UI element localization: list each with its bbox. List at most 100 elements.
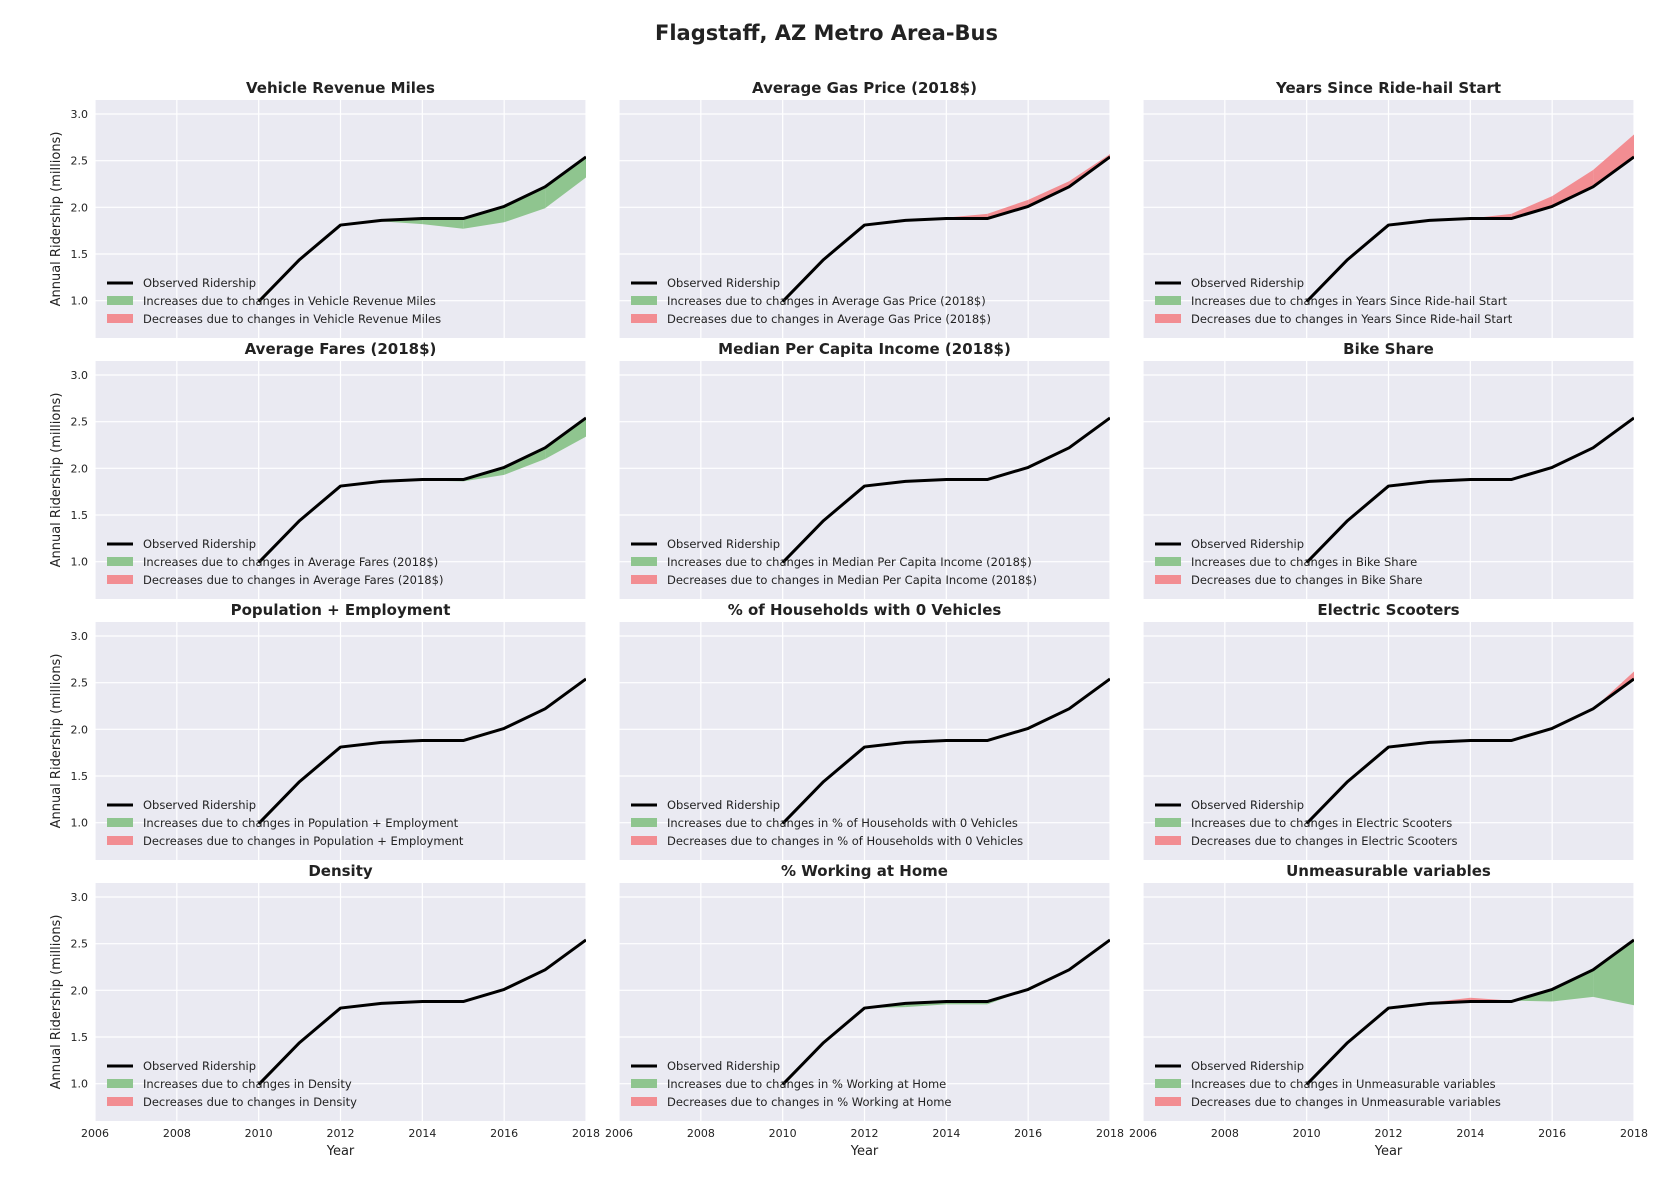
legend-observed-label: Observed Ridership	[143, 276, 256, 290]
y-tick-label: 1.0	[71, 817, 89, 830]
legend-increase-swatch	[631, 818, 657, 827]
panel-12: Unmeasurable variables 2006 2008 2010 2012 20…	[1129, 862, 1648, 1159]
legend-decrease-label: Decreases due to changes in Median Per C…	[667, 573, 1037, 587]
decrease-area	[1593, 134, 1634, 187]
x-axis-label: Year	[850, 1144, 879, 1159]
y-tick-label: 2.0	[71, 984, 89, 997]
increase-area	[463, 206, 505, 229]
legend-increase-swatch	[1155, 818, 1181, 827]
legend: Observed Ridership Increases due to chang…	[631, 798, 1023, 848]
y-tick-label: 2.0	[71, 201, 89, 214]
legend-increase-label: Increases due to changes in Years Since …	[1191, 294, 1507, 308]
legend-decrease-swatch	[1155, 314, 1181, 323]
legend-increase-label: Increases due to changes in Average Gas …	[667, 294, 986, 308]
legend-increase-label: Increases due to changes in Density	[143, 1077, 352, 1091]
legend-decrease-swatch	[1155, 575, 1181, 584]
legend-observed-label: Observed Ridership	[143, 537, 256, 551]
panel-title: % Working at Home	[781, 862, 948, 880]
y-axis-label: Annual Ridership (millions)	[49, 393, 64, 568]
legend-increase-swatch	[631, 296, 657, 305]
panel-title: Bike Share	[1343, 340, 1434, 358]
panel-7: Population + Employment 1.0 1.5 2.0 2.5 3.0 An…	[49, 601, 587, 860]
legend-increase-swatch	[107, 1079, 133, 1088]
increase-area	[1552, 969, 1594, 1002]
legend-increase-label: Increases due to changes in Population +…	[143, 816, 459, 830]
x-tick-label: 2006	[605, 1127, 633, 1140]
legend-decrease-label: Decreases due to changes in Average Fare…	[143, 573, 443, 587]
y-tick-label: 3.0	[71, 630, 89, 643]
legend: Observed Ridership Increases due to chang…	[107, 798, 464, 848]
y-tick-label: 3.0	[71, 891, 89, 904]
legend-increase-label: Increases due to changes in % of Househo…	[667, 816, 1018, 830]
panel-2: Average Gas Price (2018$) Observed Riders…	[618, 79, 1111, 338]
legend-observed-label: Observed Ridership	[667, 798, 780, 812]
y-tick-label: 1.0	[71, 556, 89, 569]
observed-ridership-line	[781, 677, 1110, 825]
legend: Observed Ridership Increases due to chang…	[631, 276, 991, 326]
panel-8: % of Households with 0 Vehicles Observed …	[618, 601, 1111, 860]
panel-5: Median Per Capita Income (2018$) Observed…	[618, 340, 1111, 599]
x-tick-label: 2006	[81, 1127, 109, 1140]
y-tick-label: 2.5	[71, 677, 89, 690]
legend-decrease-swatch	[1155, 1097, 1181, 1106]
legend-observed-label: Observed Ridership	[1191, 276, 1304, 290]
observed-ridership-line	[1305, 677, 1634, 825]
observed-ridership-line	[257, 677, 586, 825]
x-tick-label: 2006	[1129, 1127, 1157, 1140]
increase-area	[545, 417, 586, 459]
x-axis-label: Year	[326, 1144, 355, 1159]
x-tick-label: 2018	[1096, 1127, 1124, 1140]
legend: Observed Ridership Increases due to chang…	[1155, 798, 1457, 848]
legend-decrease-swatch	[107, 836, 133, 845]
y-tick-label: 2.0	[71, 723, 89, 736]
legend-decrease-label: Decreases due to changes in Electric Sco…	[1191, 834, 1457, 848]
legend-decrease-label: Decreases due to changes in Bike Share	[1191, 573, 1422, 587]
observed-ridership-line	[1305, 155, 1634, 303]
decrease-area	[987, 199, 1029, 219]
legend: Observed Ridership Increases due to chang…	[631, 1059, 952, 1109]
y-tick-label: 1.0	[71, 1078, 89, 1091]
panel-title: Years Since Ride-hail Start	[1275, 79, 1501, 97]
legend-increase-label: Increases due to changes in Average Fare…	[143, 555, 438, 569]
legend-increase-label: Increases due to changes in Bike Share	[1191, 555, 1417, 569]
y-tick-label: 3.0	[71, 108, 89, 121]
observed-ridership-line	[257, 938, 586, 1086]
legend-increase-swatch	[1155, 557, 1181, 566]
observed-ridership-line	[257, 155, 586, 303]
legend-decrease-swatch	[107, 314, 133, 323]
legend: Observed Ridership Increases due to chang…	[1155, 276, 1513, 326]
observed-ridership-line	[781, 155, 1110, 303]
x-axis-label: Year	[1374, 1144, 1403, 1159]
observed-ridership-line	[1305, 416, 1634, 564]
legend-decrease-label: Decreases due to changes in Years Since …	[1191, 312, 1513, 326]
legend-observed-label: Observed Ridership	[667, 537, 780, 551]
legend-increase-label: Increases due to changes in Median Per C…	[667, 555, 1032, 569]
panel-9: Electric Scooters Observed Ridership Incre…	[1142, 601, 1635, 860]
panel-6: Bike Share Observed Ridership Increases du…	[1142, 340, 1635, 599]
panel-title: Unmeasurable variables	[1286, 862, 1491, 880]
y-tick-label: 1.0	[71, 295, 89, 308]
panel-4: Average Fares (2018$) 1.0 1.5 2.0 2.5 3.0 Annu…	[49, 340, 587, 599]
observed-ridership-line	[781, 938, 1110, 1086]
difference-fills	[340, 156, 586, 229]
panel-title: % of Households with 0 Vehicles	[728, 601, 1002, 619]
observed-ridership-line	[781, 416, 1110, 564]
panel-10: Density 1.0 1.5 2.0 2.5 3.0 Annual Ridership (…	[49, 862, 600, 1159]
panel-11: % Working at Home 2006 2008 2010 2012 2014 201…	[605, 862, 1124, 1159]
y-tick-label: 1.5	[71, 770, 89, 783]
decrease-area	[1593, 671, 1634, 709]
panel-title: Vehicle Revenue Miles	[246, 79, 435, 97]
legend-decrease-label: Decreases due to changes in Unmeasurable…	[1191, 1095, 1501, 1109]
legend-observed-label: Observed Ridership	[667, 276, 780, 290]
observed-ridership-line	[1305, 938, 1634, 1086]
legend-decrease-swatch	[631, 575, 657, 584]
y-tick-label: 1.5	[71, 1031, 89, 1044]
x-tick-label: 2012	[327, 1127, 355, 1140]
legend: Observed Ridership Increases due to chang…	[631, 537, 1037, 587]
x-tick-label: 2014	[932, 1127, 960, 1140]
x-tick-label: 2018	[1620, 1127, 1648, 1140]
increase-area	[504, 186, 546, 223]
legend-increase-swatch	[631, 1079, 657, 1088]
y-tick-label: 3.0	[71, 369, 89, 382]
